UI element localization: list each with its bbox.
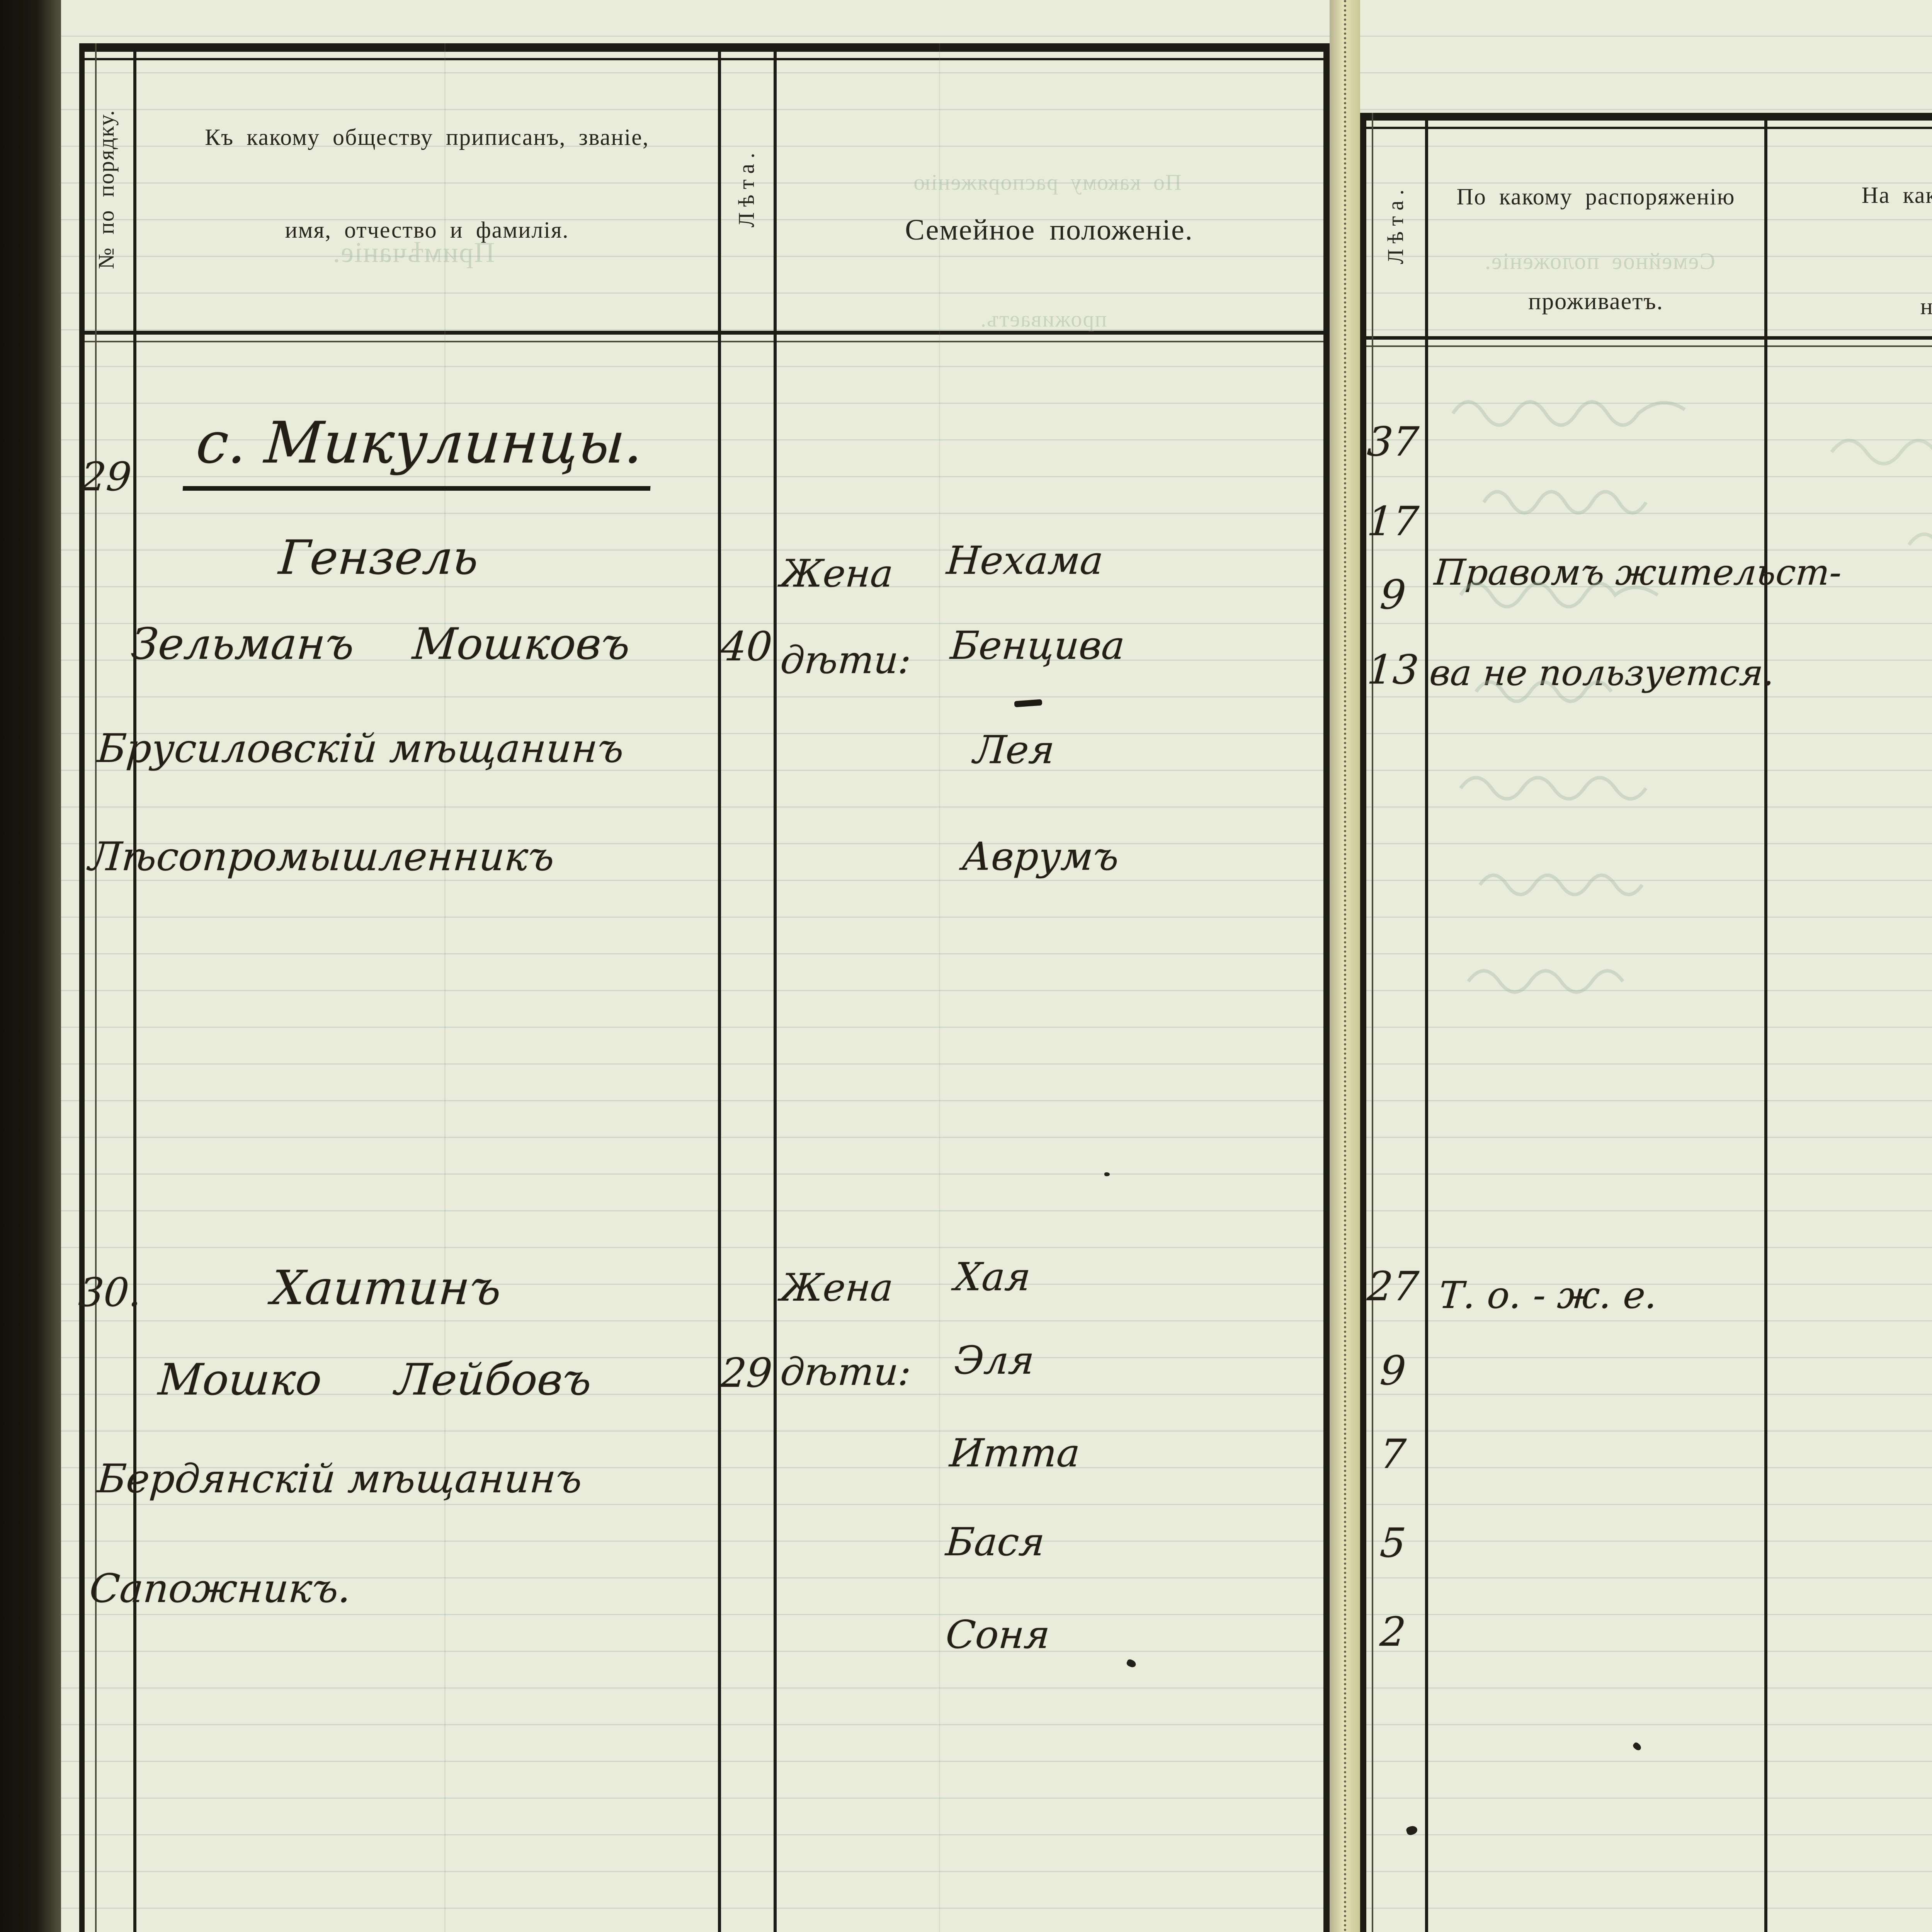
ghost-disposition-header-line1: По какому распоряженію [913,170,1182,195]
family-age: 2 [1378,1608,1408,1655]
column-header-disposition-line2: проживаетъ. [1528,288,1663,315]
bleedthrough-script-term-column [1830,439,1932,546]
column-header-age-right: Лѣта. [1378,108,1413,340]
right-col-disposition-divider [1764,113,1767,1932]
family-age: 13 [1366,646,1420,693]
column-header-term-line2: но жительство. [1920,294,1932,319]
entry-surname: Гензель [277,530,481,585]
section-heading-village: с. Микулинцы. [182,410,656,491]
family-name: Хая [952,1254,1032,1299]
family-name: Аврумъ [960,834,1121,879]
family-age: 9 [1378,571,1408,618]
family-age: 27 [1366,1263,1420,1310]
left-table-top-border [79,43,1330,52]
entry-age: 29 [719,1349,774,1396]
family-name: Соня [944,1612,1051,1657]
family-relation: Жена [779,552,895,596]
family-age: 37 [1366,418,1420,465]
entry-name-row: Зельманъ Мошковъ [129,619,632,669]
left-col-age-divider [718,43,721,1932]
right-header-bottom-line [1360,336,1932,340]
bleedthrough-script-disposition-column [1451,400,1686,994]
entry-occupation: Лѣсопромышленникъ [87,834,556,880]
family-age: 5 [1378,1519,1408,1566]
ink-speck [1104,1172,1110,1176]
column-header-disposition-line1: По какому распоряженію [1456,184,1735,209]
family-relation: Жена [779,1266,895,1310]
family-name: Итта [948,1430,1082,1476]
binding-stitch-line [1344,0,1346,1932]
ghost-note-header: Примѣчаніе. [332,237,495,269]
residence-right-line1: Т. о. - ж. е. [1437,1274,1659,1317]
right-table-left-border-inner [1372,113,1373,1932]
entry-first-name: Мошко [156,1355,324,1405]
right-table-top-border [1360,113,1932,121]
family-age: 9 [1378,1347,1408,1394]
family-age: 17 [1366,498,1420,545]
column-header-age-left: Лѣта. [729,71,764,303]
age-left-label: Лѣта. [733,147,759,228]
family-relation: дѣти: [779,638,913,682]
family-relation: дѣти: [779,1350,913,1394]
column-header-order-number: № по порядку. [89,73,124,305]
right-col-age-divider [1425,113,1428,1932]
right-header-bottom-line-thin [1360,345,1932,347]
left-table-left-border [79,43,85,1932]
left-page-crease-2 [939,43,940,1932]
entry-patronymic: Мошковъ [411,619,632,669]
entry-number: 29 [79,454,133,500]
entry-occupation: Сапожникъ. [88,1566,353,1612]
left-col-family-divider [774,43,777,1932]
family-name: Лея [972,727,1056,772]
entry-name-row: Мошко Лейбовъ [156,1355,593,1405]
family-age: 7 [1378,1430,1408,1478]
left-col-number-divider [133,43,136,1932]
family-name: Нехама [945,538,1105,583]
right-table-top-border-inner [1360,127,1932,129]
left-page-right-border [1323,43,1330,1932]
entry-surname: Хаитинъ [269,1260,503,1315]
column-header-society-line2: имя, отчество и фамилія. [285,217,569,243]
ghost-family-header: Семейное положеніе. [1484,248,1716,274]
left-table-top-border-inner [79,58,1330,60]
column-header-society-line1: Къ какому обществу приписанъ, званіе, [205,124,649,150]
left-header-bottom-line-thin [79,341,1330,342]
column-header-term-line1: На какой срокъ разрѣше- [1861,182,1932,208]
entry-patronymic: Лейбовъ [393,1355,593,1405]
left-page-crease [444,43,446,1932]
right-table-left-border [1360,113,1366,1932]
family-name: Бася [944,1519,1046,1565]
left-table-left-border-inner [95,43,97,1932]
entry-status: Бердянскій мѣщанинъ [95,1456,584,1502]
entry-status: Брусиловскій мѣщанинъ [95,726,626,772]
family-name: Эля [952,1338,1036,1383]
order-number-label: № по порядку. [93,109,119,269]
age-right-label: Лѣта. [1383,184,1408,264]
entry-number: 30. [77,1270,143,1316]
scan-left-dark-edge [0,0,61,1932]
left-page [61,0,1330,1932]
left-header-bottom-line [79,331,1330,335]
entry-age: 40 [719,623,774,670]
family-name: Бенцива [949,623,1126,668]
ghost-disposition-header-line2: проживаетъ. [980,306,1107,332]
column-header-family: Семейное положеніе. [905,214,1193,246]
entry-first-name: Зельманъ [129,619,356,669]
right-page [1360,0,1932,1932]
